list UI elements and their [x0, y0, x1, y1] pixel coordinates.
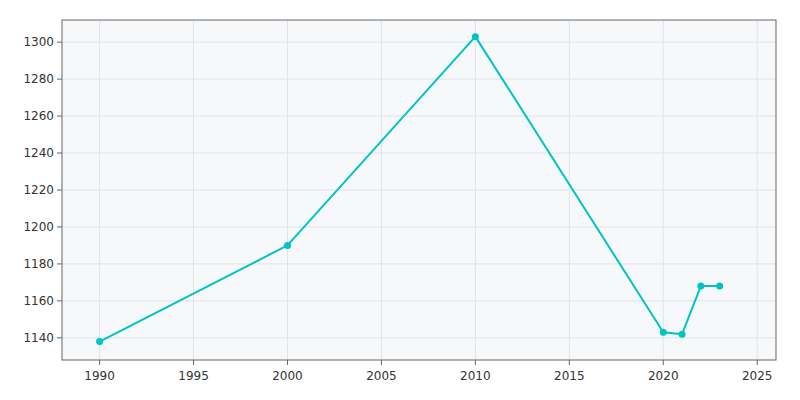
x-tick — [99, 360, 100, 365]
x-tick — [475, 360, 476, 365]
y-tick — [57, 337, 62, 338]
series — [96, 33, 723, 345]
point — [96, 338, 103, 345]
y-tick — [57, 42, 62, 43]
y-tick — [57, 226, 62, 227]
point — [679, 331, 686, 338]
x-tick — [193, 360, 194, 365]
x-tick — [663, 360, 664, 365]
y-tick — [57, 300, 62, 301]
y-grid-line — [62, 190, 776, 191]
y-tick-label: 1140 — [23, 331, 54, 345]
y-tick — [57, 153, 62, 154]
y-tick — [57, 190, 62, 191]
y-grid-line — [62, 300, 776, 301]
y-grid-line — [62, 42, 776, 43]
grid — [62, 20, 776, 360]
x-tick — [569, 360, 570, 365]
point — [284, 242, 291, 249]
y-tick — [57, 79, 62, 80]
point — [697, 283, 704, 290]
y-grid-line — [62, 153, 776, 154]
x-tick-label: 2020 — [648, 369, 679, 383]
y-tick-label: 1180 — [23, 257, 54, 271]
point — [716, 283, 723, 290]
y-tick-label: 1240 — [23, 146, 54, 160]
y-tick-label: 1200 — [23, 220, 54, 234]
x-tick-label: 2000 — [272, 369, 303, 383]
y-tick — [57, 263, 62, 264]
x-tick-label: 1995 — [178, 369, 209, 383]
x-tick-label: 2010 — [460, 369, 491, 383]
y-tick-label: 1280 — [23, 72, 54, 86]
x-tick — [757, 360, 758, 365]
chart-svg: 1990 1995 2000 2005 2010 2015 2020 2025 1140 1160… — [0, 0, 800, 400]
y-tick-label: 1260 — [23, 109, 54, 123]
x-tick-label: 2015 — [554, 369, 585, 383]
x-tick — [381, 360, 382, 365]
y-tick-label: 1160 — [23, 294, 54, 308]
y-tick-label: 1300 — [23, 35, 54, 49]
y-tick-label: 1220 — [23, 183, 54, 197]
chart-container: 1990 1995 2000 2005 2010 2015 2020 2025 1140 1160… — [0, 0, 800, 400]
point — [472, 33, 479, 40]
y-grid-line — [62, 263, 776, 264]
y-grid-line — [62, 79, 776, 80]
plot-area — [62, 20, 776, 360]
y-grid-line — [62, 337, 776, 338]
y-grid-line — [62, 116, 776, 117]
x-tick-label: 1990 — [84, 369, 115, 383]
line — [100, 37, 720, 342]
x-tick-label: 2025 — [742, 369, 773, 383]
x-tick — [287, 360, 288, 365]
plot-frame — [62, 20, 776, 360]
y-tick — [57, 116, 62, 117]
y-grid-line — [62, 226, 776, 227]
point — [660, 329, 667, 336]
axes: 1990 1995 2000 2005 2010 2015 2020 2025 1140 1160… — [23, 20, 776, 383]
x-tick-label: 2005 — [366, 369, 397, 383]
